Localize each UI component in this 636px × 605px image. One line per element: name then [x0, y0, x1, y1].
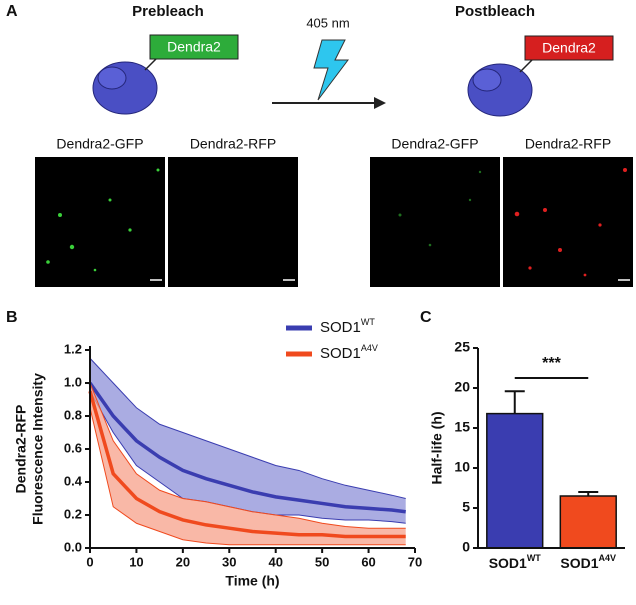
legend-superscript: WT: [361, 317, 375, 327]
y-tick-label: 25: [454, 339, 470, 355]
bar: [486, 412, 544, 549]
category-name: SOD1: [489, 555, 527, 571]
protein-label: Dendra2: [542, 40, 596, 56]
panel-label: C: [420, 309, 432, 326]
legend-entry: SOD1WT: [320, 317, 375, 336]
panel-label: B: [6, 309, 18, 326]
x-tick-label: SOD1A4V: [560, 553, 616, 570]
y-axis-label: Dendra2-RFP: [13, 405, 29, 494]
x-tick-label: 40: [268, 554, 282, 569]
y-tick-label: 20: [454, 379, 470, 395]
postbleach-title: Postbleach: [455, 3, 535, 20]
x-tick-label: 70: [408, 554, 422, 569]
y-tick-label: 10: [454, 459, 470, 475]
protein-label: Dendra2: [167, 39, 221, 55]
y-tick-label: 0.8: [64, 407, 82, 422]
x-tick-label: SOD1WT: [489, 553, 542, 570]
significance-label: ***: [542, 355, 561, 372]
legend-name: SOD1: [320, 345, 361, 362]
y-tick-label: 0.0: [64, 539, 82, 554]
x-tick-label: 0: [86, 554, 93, 569]
light-icon: [313, 39, 349, 101]
category-name: SOD1: [560, 555, 598, 571]
x-tick-label: 60: [361, 554, 375, 569]
y-tick-label: 15: [454, 419, 470, 435]
protein-right: Dendra2: [467, 35, 614, 117]
legend-entry: SOD1A4V: [320, 343, 378, 362]
x-tick-label: 30: [222, 554, 236, 569]
bar: [559, 495, 617, 549]
protein-left: Dendra2: [92, 34, 239, 115]
y-tick-label: 0.2: [64, 506, 82, 521]
category-superscript: A4V: [599, 553, 617, 563]
legend-superscript: A4V: [361, 343, 378, 353]
x-axis-label: Time (h): [225, 573, 279, 589]
y-tick-label: 0.6: [64, 440, 82, 455]
band-edge: [89, 382, 406, 529]
x-tick-label: 10: [129, 554, 143, 569]
y-tick-label: 0: [462, 539, 470, 555]
mean-line: [88, 381, 406, 514]
y-tick-label: 5: [462, 499, 470, 515]
y-tick-label: 1.0: [64, 374, 82, 389]
wavelength: 405 nm: [306, 15, 349, 30]
channel-label: Dendra2-RFP: [525, 136, 611, 152]
legend-name: SOD1: [320, 319, 361, 336]
y-axis-label: Fluorescence Intensity: [30, 373, 46, 525]
y-axis-label: Half-life (h): [429, 411, 445, 484]
micrographs: [35, 157, 633, 287]
band-fill: [90, 383, 406, 545]
mean-line: [88, 390, 406, 539]
y-tick-label: 1.2: [64, 341, 82, 356]
y-tick-label: 0.4: [64, 473, 83, 488]
x-tick-label: 20: [176, 554, 190, 569]
prebleach-title: Prebleach: [132, 3, 204, 20]
channel-label: Dendra2-RFP: [190, 136, 276, 152]
panel-label: A: [6, 3, 18, 20]
band-fill: [90, 358, 406, 524]
x-tick-label: 50: [315, 554, 329, 569]
arrow-head: [374, 97, 386, 109]
band-edge: [89, 407, 406, 546]
channel-label: Dendra2-GFP: [56, 136, 143, 152]
category-superscript: WT: [527, 553, 541, 563]
channel-label: Dendra2-GFP: [391, 136, 478, 152]
band-edge: [89, 357, 406, 499]
